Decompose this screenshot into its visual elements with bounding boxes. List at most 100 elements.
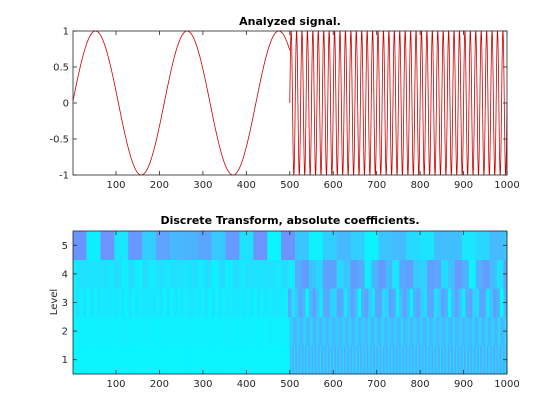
coefficient-cell-level-1 <box>446 345 448 375</box>
coefficient-cell-level-1 <box>360 345 362 375</box>
coefficient-cell-level-1 <box>419 345 421 375</box>
coefficient-cell-level-2 <box>176 316 179 346</box>
coefficient-cell-level-3 <box>288 288 292 318</box>
coefficient-cell-level-1 <box>453 345 455 375</box>
coefficient-cell-level-3 <box>357 288 362 318</box>
coefficient-cell-level-4 <box>385 259 393 289</box>
coefficient-cell-level-3 <box>465 288 470 318</box>
coefficients-x-tick-label: 100 <box>106 379 125 390</box>
coefficient-cell-level-3 <box>486 288 491 318</box>
coefficient-cell-level-1 <box>467 345 469 375</box>
coefficient-cell-level-2 <box>486 316 489 346</box>
coefficient-cell-level-3 <box>281 288 285 318</box>
coefficient-cell-level-1 <box>80 345 82 375</box>
coefficient-cell-level-1 <box>118 345 120 375</box>
coefficient-cell-level-2 <box>296 316 299 346</box>
coefficient-cell-level-1 <box>264 345 266 375</box>
coefficient-cell-level-1 <box>501 345 504 375</box>
coefficient-cell-level-1 <box>102 345 104 375</box>
coefficient-cell-level-3 <box>336 288 341 318</box>
coefficient-cell-level-5 <box>239 231 254 260</box>
coefficient-cell-level-2 <box>305 316 308 346</box>
coefficient-cell-level-2 <box>103 316 106 346</box>
coefficient-cell-level-3 <box>475 288 480 318</box>
coefficient-cell-level-1 <box>308 345 311 375</box>
coefficient-cell-level-1 <box>301 345 304 375</box>
coefficient-cell-level-3 <box>444 288 449 318</box>
coefficient-cell-level-1 <box>320 345 322 375</box>
coefficient-cell-level-5 <box>295 231 310 260</box>
coefficient-cell-level-4 <box>100 259 108 289</box>
coefficient-cell-level-1 <box>317 345 319 375</box>
coefficient-cell-level-1 <box>458 345 460 375</box>
coefficient-cell-level-1 <box>327 345 329 375</box>
coefficient-cell-level-1 <box>247 345 249 375</box>
coefficient-cell-level-2 <box>300 316 303 346</box>
coefficient-cell-level-1 <box>123 345 126 375</box>
coefficient-cell-level-4 <box>190 259 199 289</box>
coefficient-cell-level-1 <box>478 345 480 375</box>
signal-x-ticks: 100 200 300 400 500 600 700 800 900 1000 <box>106 31 520 191</box>
coefficient-cell-level-2 <box>378 316 381 346</box>
coefficient-cell-level-2 <box>361 316 364 346</box>
coefficient-cell-level-4 <box>274 259 282 289</box>
coefficient-cell-level-1 <box>308 345 310 375</box>
coefficient-cell-level-1 <box>315 345 318 375</box>
coefficient-cell-level-2 <box>336 316 339 346</box>
coefficient-cell-level-1 <box>250 345 252 375</box>
coefficient-cell-level-2 <box>480 316 484 346</box>
coefficient-cell-level-1 <box>173 345 175 375</box>
coefficient-cell-level-1 <box>375 345 378 375</box>
signal-x-tick-label: 1000 <box>494 180 519 191</box>
coefficient-cell-level-3 <box>364 288 369 318</box>
coefficient-cell-level-3 <box>479 288 484 318</box>
coefficient-cell-level-1 <box>83 345 86 375</box>
coefficient-cell-level-1 <box>431 345 433 375</box>
coefficients-plot-title: Discrete Transform, absolute coefficient… <box>160 214 419 227</box>
coefficient-cell-level-1 <box>435 345 438 375</box>
coefficient-cell-level-2 <box>192 316 195 346</box>
coefficient-cell-level-1 <box>337 345 339 375</box>
coefficient-cell-level-1 <box>312 345 314 375</box>
coefficient-cell-level-1 <box>290 345 292 375</box>
coefficient-cell-level-1 <box>415 345 418 375</box>
coefficient-cell-level-2 <box>343 316 346 346</box>
coefficient-cell-level-5 <box>475 231 491 260</box>
coefficient-cell-level-4 <box>371 259 379 289</box>
coefficient-cell-level-1 <box>257 345 259 375</box>
coefficient-cell-level-1 <box>309 345 312 375</box>
coefficient-cell-level-1 <box>281 345 283 375</box>
coefficient-cell-level-2 <box>454 316 458 346</box>
coefficient-cell-level-4 <box>267 259 275 289</box>
coefficient-cell-level-1 <box>407 345 410 375</box>
coefficient-cell-level-1 <box>472 345 474 375</box>
coefficient-cell-level-4 <box>420 259 428 289</box>
coefficient-cell-level-2 <box>423 316 426 346</box>
coefficient-cell-level-2 <box>437 316 440 346</box>
coefficient-cell-level-1 <box>397 345 399 375</box>
signal-line-segment-2 <box>289 30 508 176</box>
coefficient-cell-level-1 <box>324 345 326 375</box>
coefficient-cell-level-2 <box>183 316 186 346</box>
coefficient-cell-level-2 <box>275 316 279 346</box>
coefficient-cell-level-2 <box>310 316 313 346</box>
coefficient-cell-level-1 <box>371 345 373 375</box>
coefficient-cell-level-1 <box>293 345 295 375</box>
coefficient-cell-level-1 <box>181 345 183 375</box>
coefficient-cell-level-1 <box>251 345 253 375</box>
coefficient-cell-level-2 <box>333 316 336 346</box>
coefficient-cell-level-1 <box>454 345 456 375</box>
coefficient-cell-level-1 <box>195 345 198 375</box>
coefficient-cell-level-1 <box>288 345 291 375</box>
coefficient-cell-level-2 <box>381 316 385 346</box>
coefficient-cell-level-1 <box>454 345 457 375</box>
coefficient-cell-level-2 <box>394 316 397 346</box>
coefficient-cell-level-1 <box>235 345 238 375</box>
coefficient-cell-level-3 <box>176 288 181 318</box>
coefficient-cell-level-1 <box>495 345 497 375</box>
coefficient-cell-level-1 <box>139 345 141 375</box>
coefficient-cell-level-1 <box>468 345 471 375</box>
coefficient-cell-level-3 <box>430 288 435 318</box>
coefficient-cell-level-1 <box>361 345 363 375</box>
coefficient-cell-level-1 <box>418 345 420 375</box>
